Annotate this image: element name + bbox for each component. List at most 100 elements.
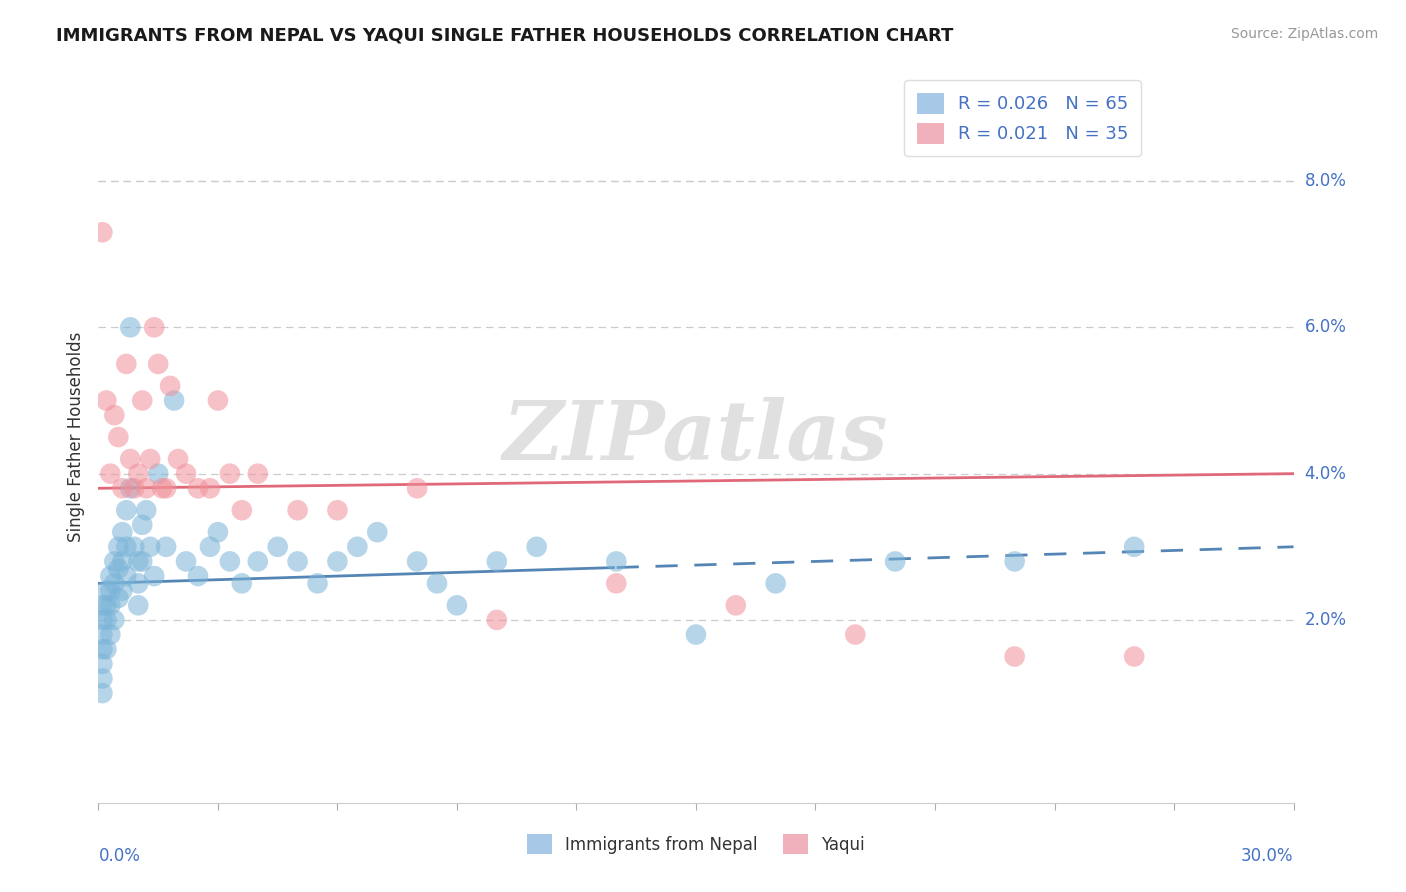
Point xyxy=(326,554,349,568)
Text: Source: ZipAtlas.com: Source: ZipAtlas.com xyxy=(1230,27,1378,41)
Text: IMMIGRANTS FROM NEPAL VS YAQUI SINGLE FATHER HOUSEHOLDS CORRELATION CHART: IMMIGRANTS FROM NEPAL VS YAQUI SINGLE FA… xyxy=(56,27,953,45)
Point xyxy=(207,393,229,408)
Point xyxy=(159,379,181,393)
Point xyxy=(98,569,122,583)
Point xyxy=(115,540,138,554)
Point xyxy=(127,576,149,591)
Point xyxy=(346,540,368,554)
Point xyxy=(446,599,468,613)
Point xyxy=(150,481,173,495)
Point xyxy=(135,503,157,517)
Point xyxy=(98,599,122,613)
Point xyxy=(724,599,747,613)
Point xyxy=(139,452,162,467)
Text: 6.0%: 6.0% xyxy=(1305,318,1347,336)
Point xyxy=(120,452,142,467)
Point xyxy=(485,613,508,627)
Point xyxy=(526,540,548,554)
Point xyxy=(287,503,309,517)
Point xyxy=(1004,554,1026,568)
Point xyxy=(127,467,149,481)
Point xyxy=(219,554,242,568)
Point xyxy=(167,452,190,467)
Point xyxy=(91,642,114,657)
Point xyxy=(111,481,134,495)
Point xyxy=(111,583,134,598)
Point xyxy=(326,503,349,517)
Point xyxy=(120,481,142,495)
Point xyxy=(155,481,177,495)
Point xyxy=(219,467,242,481)
Legend: Immigrants from Nepal, Yaqui: Immigrants from Nepal, Yaqui xyxy=(520,828,872,860)
Point xyxy=(163,393,186,408)
Text: 0.0%: 0.0% xyxy=(98,847,141,864)
Point xyxy=(198,481,221,495)
Point xyxy=(103,613,125,627)
Y-axis label: Single Father Households: Single Father Households xyxy=(66,332,84,542)
Point xyxy=(685,627,707,641)
Point xyxy=(406,481,429,495)
Point xyxy=(124,481,146,495)
Point xyxy=(98,467,122,481)
Point xyxy=(91,599,114,613)
Point xyxy=(131,554,153,568)
Point xyxy=(91,225,114,239)
Point xyxy=(135,481,157,495)
Point xyxy=(115,357,138,371)
Point xyxy=(96,599,118,613)
Point xyxy=(605,576,627,591)
Point xyxy=(103,554,125,568)
Point xyxy=(844,627,866,641)
Point xyxy=(96,613,118,627)
Point xyxy=(115,503,138,517)
Point xyxy=(131,517,153,532)
Text: 4.0%: 4.0% xyxy=(1305,465,1347,483)
Point xyxy=(307,576,329,591)
Point xyxy=(366,525,388,540)
Point xyxy=(91,613,114,627)
Point xyxy=(148,357,170,371)
Point xyxy=(198,540,221,554)
Text: ZIPatlas: ZIPatlas xyxy=(503,397,889,477)
Point xyxy=(231,576,253,591)
Point xyxy=(127,599,149,613)
Point xyxy=(91,672,114,686)
Point xyxy=(127,554,149,568)
Point xyxy=(103,576,125,591)
Point xyxy=(155,540,177,554)
Text: 2.0%: 2.0% xyxy=(1305,611,1347,629)
Point xyxy=(124,540,146,554)
Point xyxy=(207,525,229,540)
Point xyxy=(98,627,122,641)
Point xyxy=(485,554,508,568)
Point xyxy=(111,554,134,568)
Text: 30.0%: 30.0% xyxy=(1241,847,1294,864)
Point xyxy=(131,393,153,408)
Point xyxy=(96,393,118,408)
Point xyxy=(107,591,129,605)
Point xyxy=(884,554,907,568)
Point xyxy=(1123,649,1146,664)
Point xyxy=(765,576,787,591)
Point xyxy=(103,408,125,422)
Point xyxy=(115,569,138,583)
Point xyxy=(1123,540,1146,554)
Point xyxy=(139,540,162,554)
Point xyxy=(107,430,129,444)
Point xyxy=(107,562,129,576)
Point xyxy=(107,540,129,554)
Point xyxy=(91,686,114,700)
Point xyxy=(267,540,290,554)
Point xyxy=(406,554,429,568)
Point xyxy=(120,320,142,334)
Point xyxy=(143,320,166,334)
Point xyxy=(1004,649,1026,664)
Point xyxy=(246,554,269,568)
Point xyxy=(187,569,209,583)
Point xyxy=(605,554,627,568)
Point xyxy=(143,569,166,583)
Point xyxy=(98,583,122,598)
Point xyxy=(174,467,197,481)
Point xyxy=(91,657,114,671)
Point xyxy=(96,583,118,598)
